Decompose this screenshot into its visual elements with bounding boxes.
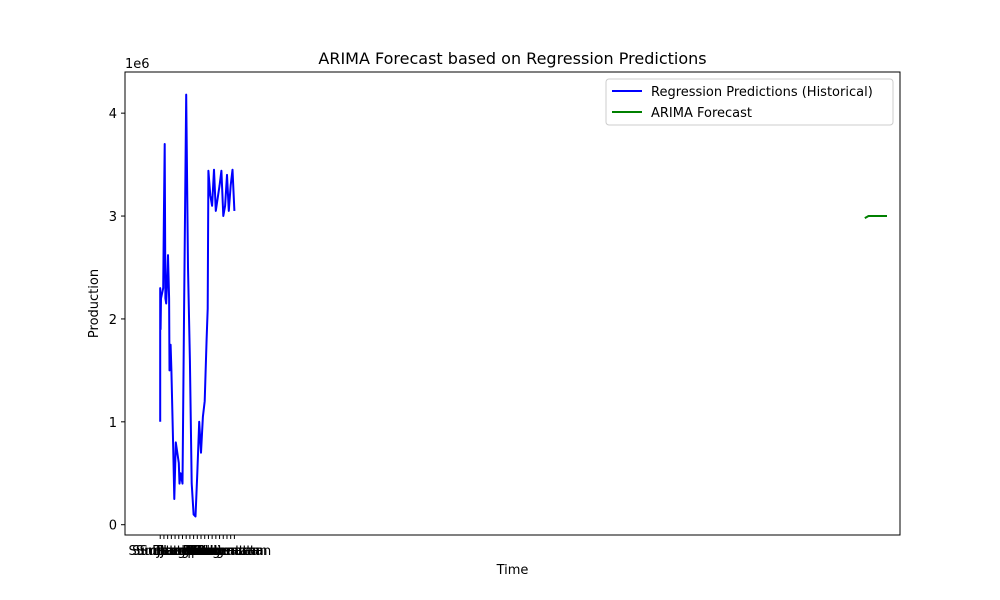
x-tick-label: Bali	[193, 544, 217, 559]
plot-frame	[124, 71, 901, 536]
y-tick-label: 4	[109, 107, 117, 122]
plot-area	[159, 93, 887, 518]
y-tick-label: 0	[109, 519, 117, 534]
y-axis: 0 1 2 3 4	[109, 107, 125, 534]
x-tick-label: Kalimantan	[190, 544, 264, 559]
legend-box	[605, 78, 894, 126]
x-tick-label: Riau	[183, 544, 212, 559]
x-axis-label: Time	[496, 563, 529, 578]
x-tick-label: Sumatera	[140, 544, 204, 559]
x-tick-label: Sumatera	[132, 544, 196, 559]
series-line-1	[864, 215, 887, 219]
x-tick-label: Kalimantan	[194, 544, 268, 559]
x-tick-label: Jambi	[156, 544, 193, 559]
x-tick-label: Kalimantan	[198, 544, 272, 559]
x-tick-label: Lampung	[159, 544, 220, 559]
x-tick-label: Kalimantan	[186, 544, 260, 559]
x-tick-label: Bengkulu	[156, 544, 217, 559]
x-tick-label: Riau	[187, 544, 216, 559]
legend: Regression Predictions (Historical) ARIMA…	[605, 78, 894, 126]
legend-label-1: ARIMA Forecast	[651, 106, 752, 121]
legend-label-0: Regression Predictions (Historical)	[651, 85, 873, 100]
y-axis-label: Production	[87, 269, 102, 338]
x-tick-label: Banten	[193, 544, 239, 559]
y-offset-text: 1e6	[125, 57, 150, 72]
x-axis: SumateraSumateraSumateraSumateraJambiJam…	[128, 535, 271, 559]
chart-title: ARIMA Forecast based on Regression Predi…	[318, 49, 706, 68]
x-tick-label: Bengkulu	[152, 544, 213, 559]
x-tick-label: Lampung	[163, 544, 224, 559]
x-tick-label: Sumatera	[128, 544, 192, 559]
series-line-0	[159, 93, 236, 518]
x-tick-label: Banten	[189, 544, 235, 559]
x-tick-label: Jambi	[160, 544, 197, 559]
y-tick-label: 3	[109, 210, 117, 225]
x-tick-label: Kalimantan	[183, 544, 257, 559]
y-tick-label: 1	[109, 416, 117, 431]
x-tick-label: Sumatera	[136, 544, 200, 559]
y-tick-label: 2	[109, 313, 117, 328]
x-tick-label: Bali	[196, 544, 220, 559]
